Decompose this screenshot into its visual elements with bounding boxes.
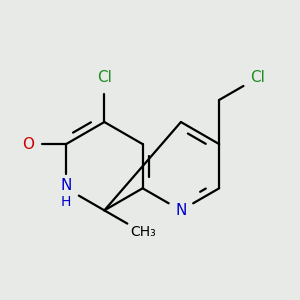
- Text: O: O: [22, 136, 34, 152]
- Text: N: N: [175, 203, 187, 218]
- Text: H: H: [61, 195, 71, 209]
- Text: N: N: [60, 178, 72, 194]
- Text: Cl: Cl: [250, 70, 265, 86]
- Text: Cl: Cl: [97, 70, 112, 86]
- Text: CH₃: CH₃: [130, 225, 155, 239]
